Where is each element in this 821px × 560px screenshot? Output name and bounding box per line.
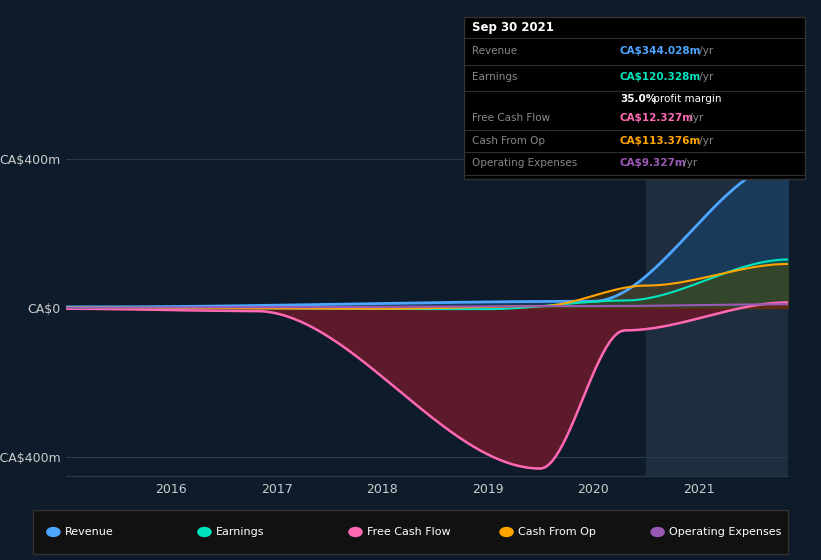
Bar — [646, 140, 788, 476]
Text: /yr: /yr — [696, 46, 713, 56]
Text: CA$120.328m: CA$120.328m — [620, 72, 701, 82]
Text: Operating Expenses: Operating Expenses — [669, 527, 782, 537]
Text: CA$344.028m: CA$344.028m — [620, 46, 701, 56]
Text: Free Cash Flow: Free Cash Flow — [472, 113, 550, 123]
Text: Revenue: Revenue — [472, 46, 517, 56]
Text: 35.0%: 35.0% — [620, 94, 656, 104]
Text: profit margin: profit margin — [650, 94, 722, 104]
Text: /yr: /yr — [696, 136, 713, 146]
Text: Cash From Op: Cash From Op — [472, 136, 545, 146]
Text: Earnings: Earnings — [216, 527, 264, 537]
Text: CA$113.376m: CA$113.376m — [620, 136, 701, 146]
Text: Earnings: Earnings — [472, 72, 517, 82]
Text: Free Cash Flow: Free Cash Flow — [367, 527, 451, 537]
Text: Sep 30 2021: Sep 30 2021 — [472, 21, 554, 34]
Text: Operating Expenses: Operating Expenses — [472, 158, 577, 168]
Text: CA$12.327m: CA$12.327m — [620, 113, 694, 123]
Text: /yr: /yr — [696, 72, 713, 82]
Text: /yr: /yr — [680, 158, 697, 168]
Text: /yr: /yr — [686, 113, 704, 123]
Text: CA$9.327m: CA$9.327m — [620, 158, 686, 168]
Text: Revenue: Revenue — [65, 527, 113, 537]
Text: Cash From Op: Cash From Op — [518, 527, 596, 537]
